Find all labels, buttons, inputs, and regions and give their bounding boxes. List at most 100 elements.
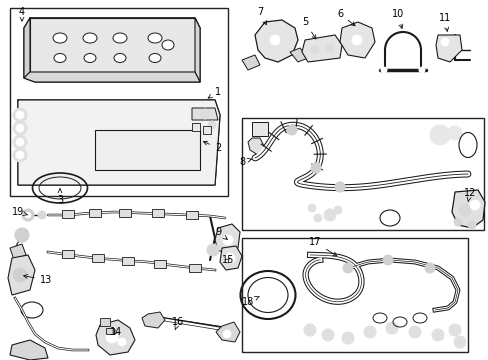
Ellipse shape xyxy=(84,54,96,63)
Circle shape xyxy=(13,121,27,135)
Bar xyxy=(192,123,200,131)
Polygon shape xyxy=(8,255,35,295)
Circle shape xyxy=(429,125,449,145)
Bar xyxy=(89,209,101,217)
Polygon shape xyxy=(216,322,240,342)
Circle shape xyxy=(310,163,320,173)
Circle shape xyxy=(448,324,460,336)
Polygon shape xyxy=(24,72,200,82)
Text: 17: 17 xyxy=(308,237,336,256)
Circle shape xyxy=(321,329,333,341)
Circle shape xyxy=(269,35,280,45)
Circle shape xyxy=(453,218,461,226)
Circle shape xyxy=(16,138,24,146)
Polygon shape xyxy=(142,312,164,328)
Circle shape xyxy=(224,253,235,263)
Ellipse shape xyxy=(148,33,162,43)
Bar xyxy=(203,126,210,134)
Ellipse shape xyxy=(54,54,66,63)
Text: 13: 13 xyxy=(23,275,52,285)
Polygon shape xyxy=(10,244,26,260)
Bar xyxy=(119,209,131,217)
Text: 16: 16 xyxy=(171,317,184,330)
Circle shape xyxy=(22,209,34,221)
Text: 5: 5 xyxy=(301,17,315,39)
Circle shape xyxy=(13,108,27,122)
Circle shape xyxy=(382,255,392,265)
Circle shape xyxy=(447,126,461,140)
Bar xyxy=(10,8,227,196)
Bar xyxy=(189,264,201,272)
Ellipse shape xyxy=(162,40,174,50)
Text: 7: 7 xyxy=(256,7,266,25)
Bar xyxy=(154,260,165,268)
Circle shape xyxy=(118,338,126,346)
Ellipse shape xyxy=(113,33,127,43)
Polygon shape xyxy=(451,190,484,228)
Circle shape xyxy=(469,200,479,210)
Text: 8: 8 xyxy=(239,157,251,167)
Polygon shape xyxy=(30,18,195,72)
Polygon shape xyxy=(10,340,48,360)
Polygon shape xyxy=(192,108,218,120)
Text: 10: 10 xyxy=(391,9,403,28)
Polygon shape xyxy=(30,18,200,28)
Circle shape xyxy=(325,44,333,52)
Circle shape xyxy=(15,228,29,242)
Ellipse shape xyxy=(114,54,126,63)
Text: 15: 15 xyxy=(222,255,234,265)
Bar xyxy=(92,254,104,262)
Bar xyxy=(95,130,200,170)
Circle shape xyxy=(13,148,27,162)
Circle shape xyxy=(418,67,424,73)
Bar xyxy=(242,118,483,230)
Text: 4: 4 xyxy=(19,7,25,21)
Circle shape xyxy=(200,109,209,119)
Bar xyxy=(152,209,163,217)
Polygon shape xyxy=(339,22,374,58)
Circle shape xyxy=(431,329,443,341)
Polygon shape xyxy=(435,35,461,62)
Bar xyxy=(62,250,74,258)
Bar xyxy=(62,210,74,218)
Circle shape xyxy=(25,212,31,218)
Text: 6: 6 xyxy=(336,9,354,26)
Circle shape xyxy=(206,244,219,256)
Circle shape xyxy=(324,209,335,221)
Circle shape xyxy=(307,204,315,212)
Text: 18: 18 xyxy=(242,296,259,307)
Bar xyxy=(106,328,114,334)
Circle shape xyxy=(351,35,361,45)
Polygon shape xyxy=(302,35,341,62)
Bar xyxy=(122,257,134,265)
Circle shape xyxy=(458,204,470,216)
Circle shape xyxy=(16,111,24,119)
Bar xyxy=(185,211,198,219)
Circle shape xyxy=(223,235,232,245)
Circle shape xyxy=(13,268,27,282)
Circle shape xyxy=(38,211,46,219)
Circle shape xyxy=(313,214,321,222)
Ellipse shape xyxy=(53,33,67,43)
Circle shape xyxy=(440,38,448,46)
Bar xyxy=(242,238,467,352)
Text: 11: 11 xyxy=(438,13,450,31)
Circle shape xyxy=(16,124,24,132)
Text: 14: 14 xyxy=(110,327,122,337)
Bar xyxy=(251,122,267,136)
Polygon shape xyxy=(247,138,264,155)
Circle shape xyxy=(341,332,353,344)
Bar xyxy=(100,318,110,326)
Circle shape xyxy=(342,263,352,273)
Text: 2: 2 xyxy=(203,141,221,153)
Circle shape xyxy=(385,322,397,334)
Polygon shape xyxy=(289,48,307,62)
Circle shape xyxy=(106,331,118,343)
Circle shape xyxy=(207,121,216,129)
Polygon shape xyxy=(254,20,297,62)
Circle shape xyxy=(304,324,315,336)
Text: 19: 19 xyxy=(12,207,27,217)
Polygon shape xyxy=(96,320,135,355)
Ellipse shape xyxy=(149,54,161,63)
Circle shape xyxy=(333,206,341,214)
